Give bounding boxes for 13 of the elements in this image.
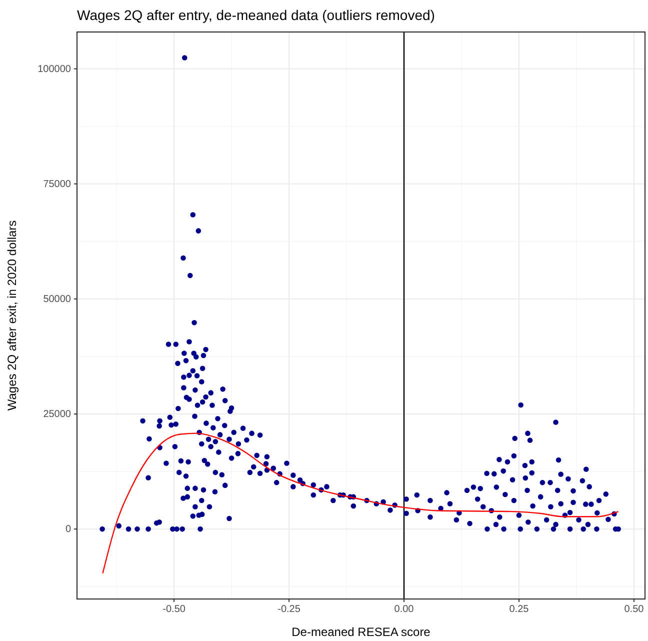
x-tick-label: 0.25 (509, 604, 530, 616)
y-axis-title: Wages 2Q after exit, in 2020 dollars (5, 220, 19, 411)
y-tick-label: 75000 (43, 179, 72, 190)
y-tick-label: 0 (65, 524, 72, 536)
chart-title: Wages 2Q after entry, de-meaned data (outliers removed) (77, 7, 435, 23)
x-axis-title: De-meaned RESEA score (292, 625, 431, 639)
x-tick-label: 0.50 (624, 604, 644, 616)
y-tick-label: 25000 (43, 409, 72, 420)
x-tick-label: 0.00 (394, 604, 414, 616)
x-tick-label: -0.25 (278, 604, 301, 616)
x-tick-label: -0.50 (162, 604, 186, 616)
y-tick-label: 100000 (38, 64, 72, 76)
y-tick-label: 50000 (43, 294, 72, 306)
